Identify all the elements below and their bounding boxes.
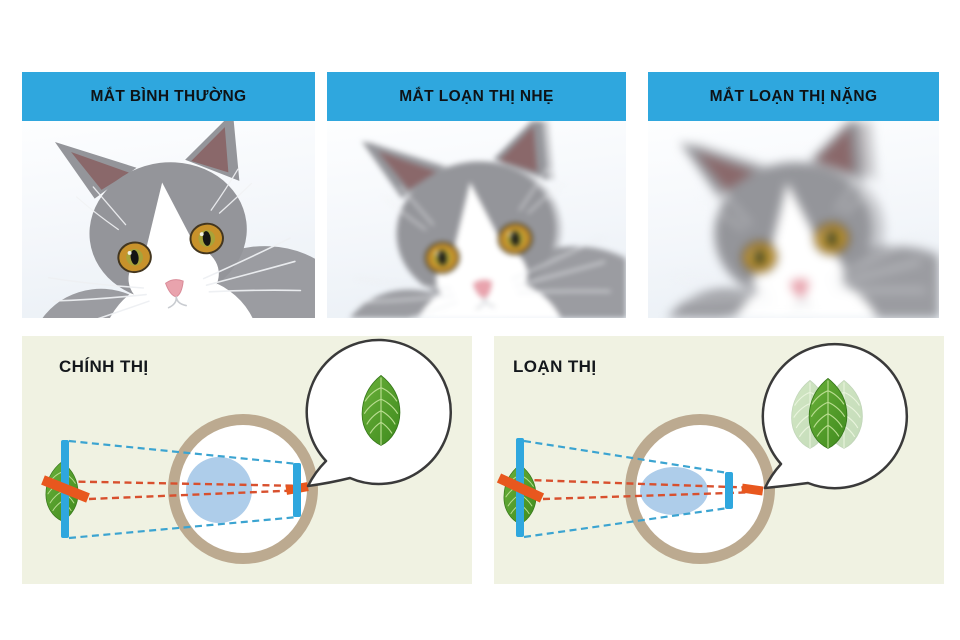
crystalline-lens xyxy=(186,457,252,523)
diagram-label-emmetropia: CHÍNH THỊ xyxy=(59,357,149,376)
cat-illustration xyxy=(22,121,315,318)
object-leaf xyxy=(41,440,90,538)
panel-header-mild-astigmatism: MẮT LOẠN THỊ NHẸ xyxy=(327,72,626,121)
panel-header-normal-eye: MẮT BÌNH THƯỜNG xyxy=(22,72,315,121)
object-arrow xyxy=(496,473,545,503)
eye-cross-section xyxy=(625,414,775,564)
diagram-emmetropia: CHÍNH THỊ xyxy=(22,336,472,584)
first-focal-plane-bar xyxy=(725,472,733,509)
cat-photo-mild-blur xyxy=(327,121,626,318)
panel-header-severe-astigmatism: MẮT LOẠN THỊ NẶNG xyxy=(648,72,939,121)
astigmatism-eye-diagram xyxy=(496,342,909,564)
cat-photo-severe-blur xyxy=(648,121,939,318)
panel-mild-astigmatism: MẮT LOẠN THỊ NHẸ xyxy=(327,72,626,318)
speech-bubble xyxy=(761,342,909,490)
cat-main-image xyxy=(327,121,626,318)
panel-severe-astigmatism: MẮT LOẠN THỊ NẶNG xyxy=(648,72,939,318)
panel-normal-eye: MẮT BÌNH THƯỜNG xyxy=(22,72,315,318)
cat-photo-normal xyxy=(22,121,315,318)
light-rays xyxy=(43,439,307,540)
cat-main-image xyxy=(648,121,939,318)
second-focal-image-bar xyxy=(741,483,764,496)
emmetropia-eye-diagram xyxy=(41,338,452,564)
object-leaf xyxy=(496,438,545,537)
astigmatic-lens xyxy=(640,467,708,515)
retina-bar xyxy=(293,463,301,517)
speech-bubble xyxy=(305,338,452,488)
cat-main-image xyxy=(22,121,315,318)
cat-illustration xyxy=(648,121,939,318)
object-arrow xyxy=(41,475,90,503)
diagram-astigmatism: LOẠN THỊ xyxy=(494,336,944,584)
cat-illustration xyxy=(327,121,626,318)
diagram-label-astigmatism: LOẠN THỊ xyxy=(513,357,597,376)
light-rays xyxy=(499,439,761,539)
